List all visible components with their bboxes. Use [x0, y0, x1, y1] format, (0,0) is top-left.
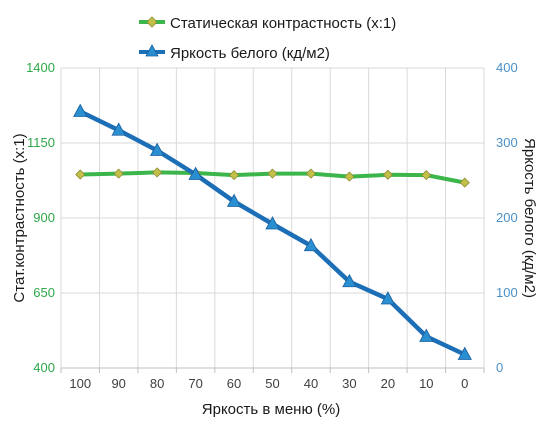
- legend-label-contrast: Статическая контрастность (x:1): [170, 15, 396, 32]
- point-contrast: [113, 168, 124, 179]
- x-tick-label: 80: [150, 376, 164, 391]
- x-tick-label: 50: [265, 376, 279, 391]
- point-brightness: [457, 346, 472, 360]
- x-tick-label: 90: [111, 376, 125, 391]
- x-tick-label: 20: [381, 376, 395, 391]
- point-brightness: [226, 193, 242, 207]
- y-right-tick-label: 200: [496, 210, 518, 225]
- legend-item-brightness: Яркость белого (кд/м2): [139, 44, 330, 62]
- x-tick-label: 30: [342, 376, 356, 391]
- y-axis-right-title: Яркость белого (кд/м2): [521, 138, 538, 298]
- y-left-tick-label: 1150: [27, 135, 55, 150]
- point-brightness: [380, 291, 396, 305]
- y-right-tick-label: 100: [496, 285, 518, 300]
- x-tick-label: 100: [69, 376, 91, 391]
- y-right-tick-label: 300: [496, 135, 518, 150]
- y-right-tick-label: 400: [496, 60, 518, 75]
- point-contrast: [267, 168, 278, 179]
- x-tick-label: 60: [227, 376, 241, 391]
- point-contrast: [344, 171, 355, 182]
- legend-swatch-brightness-marker: [145, 44, 159, 57]
- legend-label-brightness: Яркость белого (кд/м2): [170, 45, 330, 62]
- chart-legend: Статическая контрастность (x:1) Яркость …: [139, 15, 396, 62]
- point-brightness: [188, 166, 203, 180]
- point-brightness: [73, 103, 88, 117]
- legend-item-contrast: Статическая контрастность (x:1): [139, 15, 396, 32]
- x-tick-label: 0: [461, 376, 468, 391]
- point-contrast: [152, 167, 163, 178]
- chart-series-layer: [73, 103, 472, 360]
- point-contrast: [421, 170, 432, 181]
- point-contrast: [228, 170, 240, 181]
- point-contrast: [459, 177, 470, 188]
- y-right-tick-label: 0: [496, 360, 503, 375]
- point-brightness: [265, 216, 280, 230]
- y-axis-left-title: Стат.контрастность (x:1): [11, 133, 28, 302]
- point-brightness: [419, 328, 434, 342]
- x-tick-label: 40: [304, 376, 318, 391]
- chart-axes: 100 90 80 70 60 50 40 30 20 10 0400650900115014000…: [26, 60, 518, 391]
- point-brightness: [342, 273, 357, 288]
- y-left-tick-label: 400: [33, 360, 55, 375]
- y-left-tick-label: 1400: [26, 60, 55, 75]
- point-brightness: [111, 122, 126, 136]
- y-left-tick-label: 900: [33, 210, 55, 225]
- legend-swatch-contrast-marker: [146, 16, 158, 28]
- x-axis-title: Яркость в меню (%): [202, 401, 340, 418]
- point-contrast: [75, 169, 86, 180]
- x-tick-label: 10: [419, 376, 433, 391]
- point-contrast: [305, 168, 317, 179]
- point-brightness: [149, 142, 165, 156]
- y-left-tick-label: 650: [33, 285, 55, 300]
- chart-grid: [60, 67, 485, 369]
- point-brightness: [303, 237, 319, 252]
- point-contrast: [382, 169, 393, 180]
- x-tick-label: 70: [188, 376, 202, 391]
